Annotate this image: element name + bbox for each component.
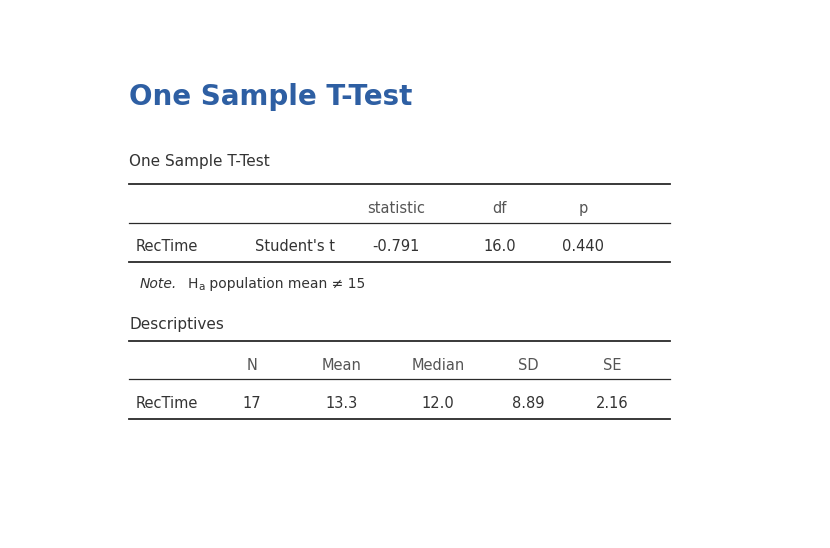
Text: Mean: Mean xyxy=(322,358,362,373)
Text: 12.0: 12.0 xyxy=(422,396,455,411)
Text: H: H xyxy=(188,277,198,291)
Text: population mean ≠ 15: population mean ≠ 15 xyxy=(205,277,366,291)
Text: df: df xyxy=(492,201,506,216)
Text: 17: 17 xyxy=(242,396,261,411)
Text: Descriptives: Descriptives xyxy=(129,317,224,332)
Text: One Sample T-Test: One Sample T-Test xyxy=(129,155,271,169)
Text: Student's t: Student's t xyxy=(255,239,335,254)
Text: 16.0: 16.0 xyxy=(483,239,515,254)
Text: 0.440: 0.440 xyxy=(562,239,604,254)
Text: a: a xyxy=(198,282,205,292)
Text: 2.16: 2.16 xyxy=(596,396,628,411)
Text: Note.: Note. xyxy=(139,277,177,291)
Text: N: N xyxy=(247,358,257,373)
Text: 13.3: 13.3 xyxy=(325,396,358,411)
Text: SD: SD xyxy=(518,358,539,373)
Text: SE: SE xyxy=(603,358,621,373)
Text: RecTime: RecTime xyxy=(136,239,198,254)
Text: RecTime: RecTime xyxy=(136,396,198,411)
Text: statistic: statistic xyxy=(368,201,426,216)
Text: 8.89: 8.89 xyxy=(512,396,544,411)
Text: p: p xyxy=(579,201,588,216)
Text: -0.791: -0.791 xyxy=(373,239,420,254)
Text: One Sample T-Test: One Sample T-Test xyxy=(129,83,413,111)
Text: Median: Median xyxy=(412,358,465,373)
